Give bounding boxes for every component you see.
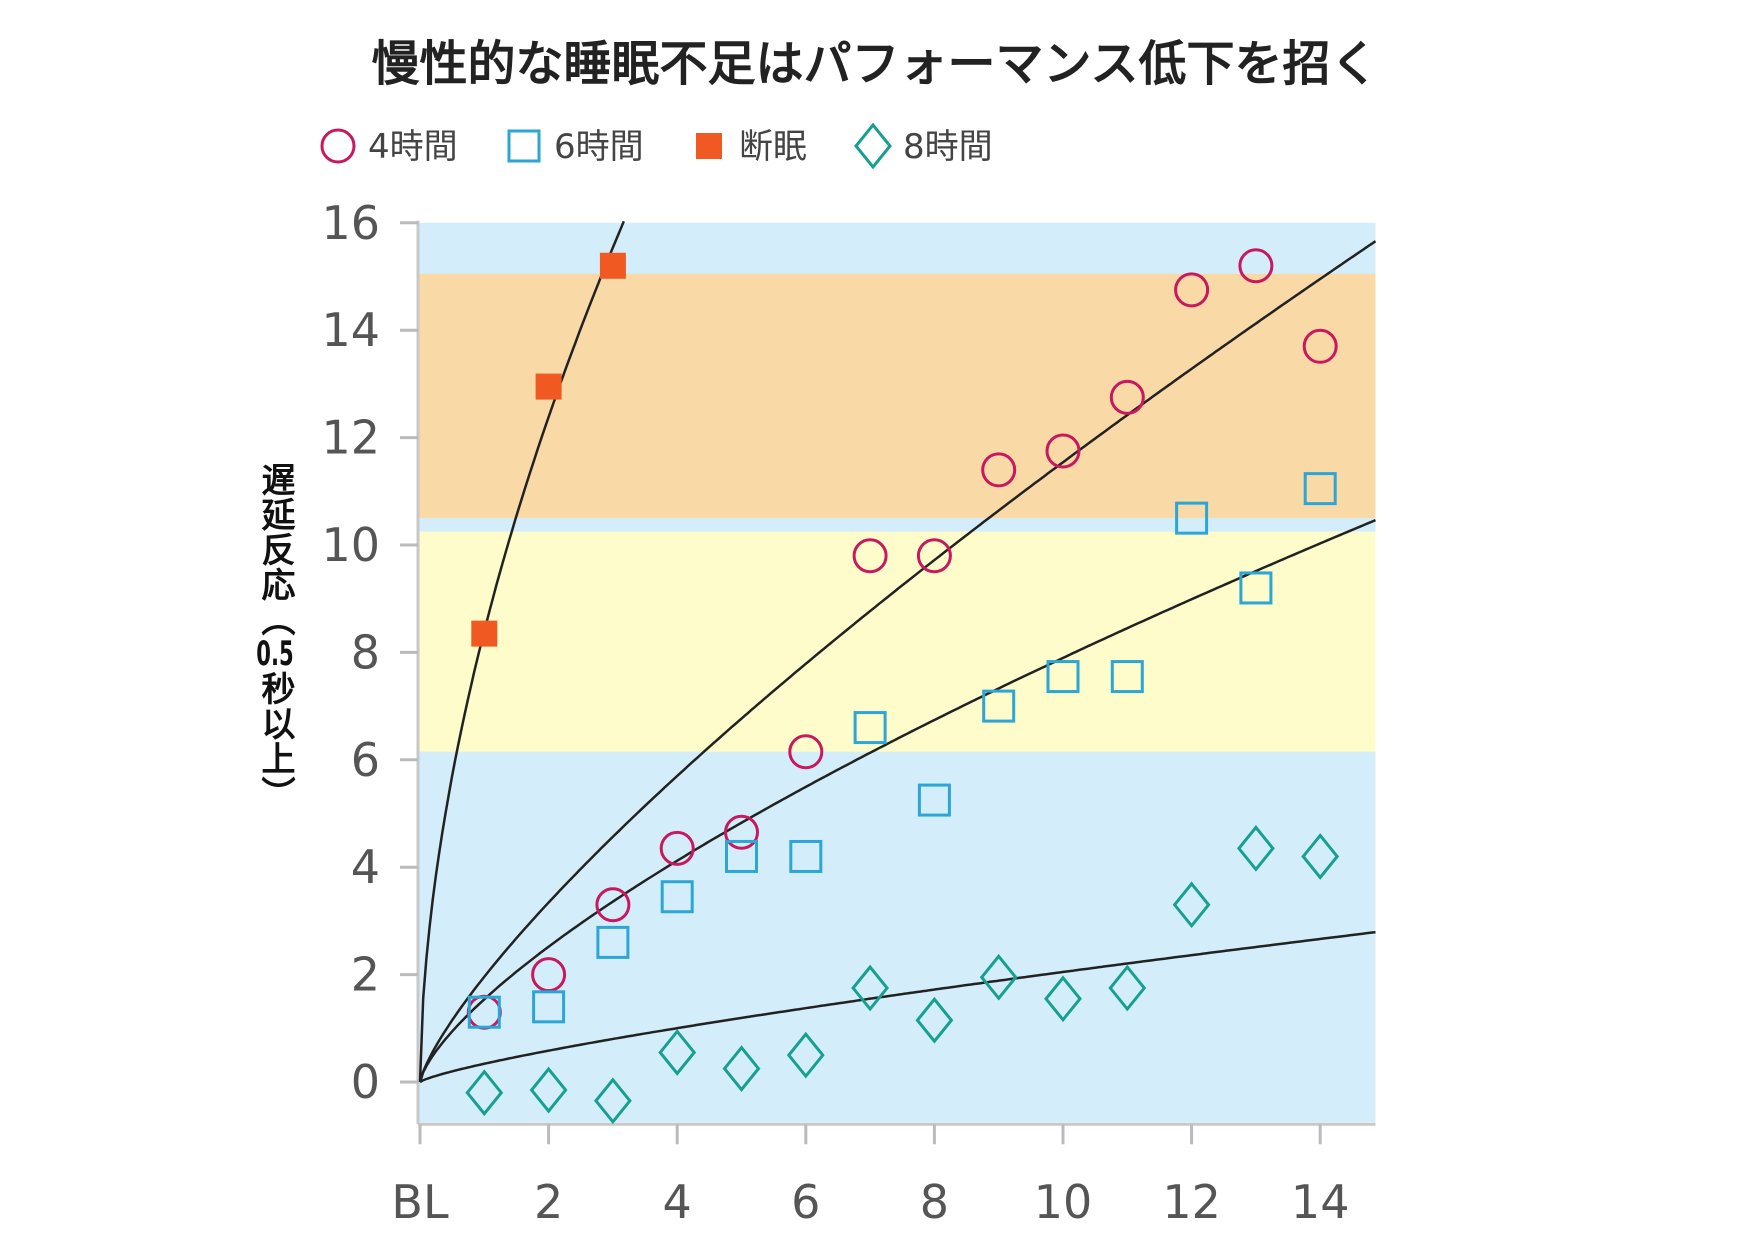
data-point-4時間	[916, 538, 952, 574]
data-point-6時間	[596, 925, 630, 959]
legend-label: 4時間	[368, 127, 458, 167]
data-point-4時間	[595, 887, 631, 923]
data-point-6時間	[982, 689, 1016, 723]
data-point-6時間	[1046, 660, 1080, 694]
data-point-8時間	[915, 996, 954, 1044]
data-point-8時間	[786, 1031, 825, 1079]
y-tick-label: 10	[321, 518, 380, 572]
y-tick-label: 0	[351, 1055, 380, 1109]
data-point-8時間	[851, 964, 890, 1012]
y-tick-label: 12	[321, 411, 380, 465]
x-tick-label: 8	[920, 1175, 949, 1229]
data-point-6時間	[725, 839, 758, 873]
data-point-8時間	[1301, 833, 1340, 880]
x-tick-label: 12	[1162, 1175, 1221, 1229]
data-point-6時間	[853, 711, 887, 745]
legend-marker-8時間	[854, 122, 892, 170]
legend-marker-6時間	[507, 129, 541, 163]
data-point-8時間	[979, 953, 1018, 1001]
data-point-8時間	[1108, 964, 1147, 1012]
background-band-1	[418, 273, 1376, 519]
legend-label: 断眠	[739, 127, 807, 167]
data-point-8時間	[593, 1077, 632, 1125]
data-point-6時間	[917, 783, 951, 817]
data-point-4時間	[981, 452, 1017, 488]
data-point-断眠	[535, 373, 562, 400]
chart-title: 慢性的な睡眠不足はパフォーマンス低下を招く	[371, 36, 1378, 92]
data-point-4時間	[659, 830, 695, 866]
x-tick-label: 14	[1291, 1175, 1350, 1229]
legend-label: 8時間	[903, 127, 993, 167]
legend-marker-断眠	[696, 133, 722, 159]
data-point-6時間	[532, 990, 566, 1024]
y-tick-label: 14	[321, 303, 380, 357]
y-tick-label: 2	[351, 948, 380, 1002]
data-point-4時間	[1238, 248, 1274, 284]
data-point-6時間	[789, 839, 823, 873]
fit-curve-8時間	[419, 930, 1376, 1084]
data-point-4時間	[1174, 272, 1210, 308]
x-tick-label: BL	[391, 1175, 449, 1229]
data-point-4時間	[1302, 328, 1338, 364]
y-axis-label: 遅延反応（0.5秒以上）	[255, 462, 295, 811]
data-point-6時間	[1175, 501, 1209, 535]
background-band-2	[418, 531, 1376, 752]
legend-label: 6時間	[554, 127, 644, 167]
data-point-4時間	[788, 734, 824, 770]
data-point-4時間	[1045, 433, 1081, 469]
x-tick-label: 2	[534, 1175, 563, 1229]
fit-curve-4時間	[418, 240, 1377, 1083]
data-point-4時間	[724, 814, 759, 850]
data-point-8時間	[1044, 975, 1082, 1023]
x-tick-label: 10	[1034, 1175, 1093, 1229]
y-tick-label: 4	[351, 840, 380, 894]
data-point-6時間	[660, 880, 694, 914]
data-point-8時間	[658, 1029, 697, 1076]
data-point-6時間	[1303, 472, 1337, 506]
data-point-断眠	[471, 620, 498, 647]
data-point-4時間	[1109, 379, 1145, 415]
data-point-8時間	[722, 1045, 761, 1092]
x-tick-label: 4	[663, 1175, 692, 1229]
data-point-8時間	[465, 1069, 504, 1117]
data-point-8時間	[529, 1066, 568, 1114]
data-point-4時間	[852, 538, 888, 574]
data-point-6時間	[1110, 660, 1144, 694]
x-tick-label: 6	[791, 1175, 820, 1229]
data-point-8時間	[1236, 825, 1275, 872]
y-tick-label: 6	[351, 733, 380, 787]
data-point-6時間	[467, 995, 501, 1029]
data-point-6時間	[1239, 571, 1273, 605]
y-tick-label: 8	[351, 625, 380, 679]
legend-marker-4時間	[320, 128, 356, 164]
y-tick-label: 16	[321, 196, 380, 250]
fit-curve-6時間	[418, 518, 1377, 1083]
data-point-8時間	[1172, 881, 1211, 929]
data-point-断眠	[599, 252, 626, 279]
fit-curve-断眠	[418, 220, 625, 1083]
